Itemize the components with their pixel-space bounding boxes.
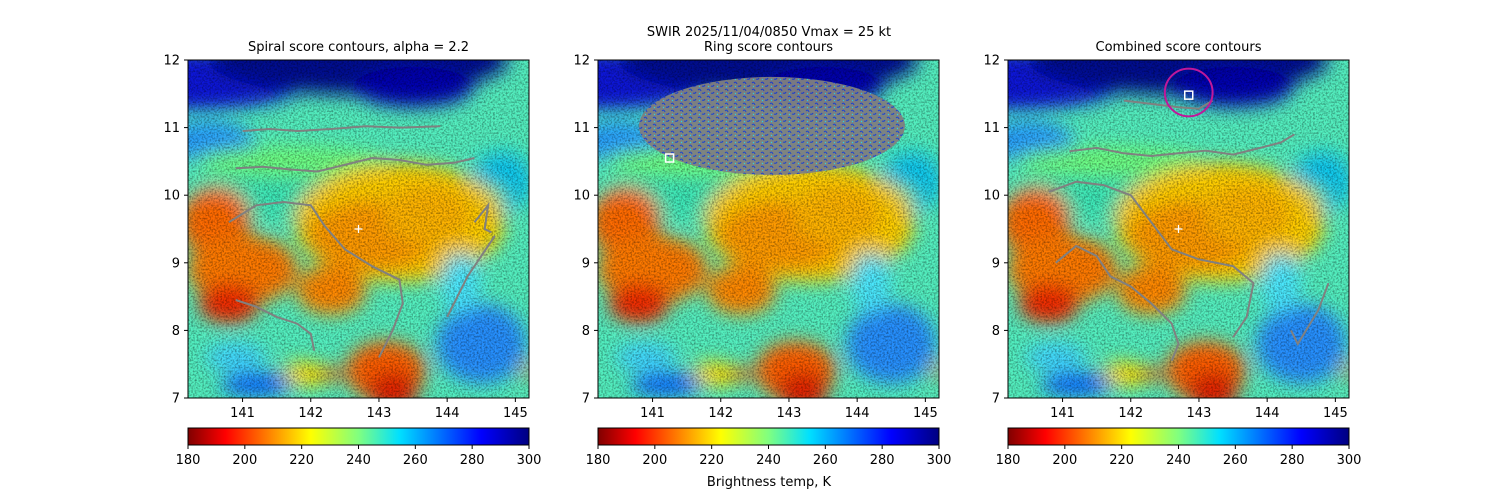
- colorbar-tick-label: 200: [1052, 453, 1077, 468]
- y-tick-label: 12: [163, 54, 180, 69]
- y-tick-label: 11: [573, 121, 590, 136]
- colorbar-tick-label: 200: [232, 453, 257, 468]
- axes-frame: [597, 59, 940, 399]
- y-tick-label: 9: [992, 256, 1000, 271]
- y-tick-label: 10: [983, 189, 1000, 204]
- colorbar-tick-label: 240: [756, 453, 781, 468]
- x-tick-label: 141: [230, 406, 255, 421]
- x-tick-label: 143: [367, 406, 392, 421]
- colorbar-tick-label: 220: [1109, 453, 1134, 468]
- x-tick-label: 144: [1255, 406, 1280, 421]
- x-tick-label: 142: [298, 406, 323, 421]
- center-plus-marker: [354, 225, 363, 233]
- contour-line-1: [235, 156, 475, 173]
- colorbar: [597, 427, 940, 446]
- x-tick-label: 144: [845, 406, 870, 421]
- colorbar: [1007, 427, 1350, 446]
- x-tick-label: 141: [640, 406, 665, 421]
- y-tick-label: 7: [992, 392, 1000, 407]
- y-tick-label: 11: [983, 121, 1000, 136]
- x-tick-label: 143: [1187, 406, 1212, 421]
- panel-title: Combined score contours: [1096, 40, 1262, 55]
- center-square-marker: [1183, 90, 1194, 100]
- ring-score-contours: [638, 76, 905, 175]
- colorbar-tick-label: 280: [1280, 453, 1305, 468]
- x-tick-label: 144: [435, 406, 460, 421]
- panel-spiral: Spiral score contours, alpha = 2.2 141 142…: [163, 40, 542, 468]
- colorbar-tick-label: 280: [870, 453, 895, 468]
- y-tick-label: 9: [582, 256, 590, 271]
- colorbar-tick-label: 220: [699, 453, 724, 468]
- y-tick-label: 8: [992, 324, 1000, 339]
- contour-line-4: [1290, 282, 1330, 346]
- center-plus-marker: [1174, 225, 1183, 233]
- x-tick-label: 143: [777, 406, 802, 421]
- x-tick-label: 145: [913, 406, 938, 421]
- contour-line-3: [235, 299, 316, 351]
- colorbar-tick-label: 260: [1223, 453, 1248, 468]
- satellite-image: [598, 60, 939, 398]
- colorbar-tick-label: 260: [403, 453, 428, 468]
- panel-title: Spiral score contours, alpha = 2.2: [248, 40, 469, 55]
- satellite-image: [188, 60, 529, 398]
- y-tick-label: 7: [172, 392, 180, 407]
- figure-suptitle: SWIR 2025/11/04/0850 Vmax = 25 kt: [647, 25, 891, 40]
- axes-frame: [187, 59, 530, 399]
- x-tick-label: 141: [1050, 406, 1075, 421]
- y-tick-label: 11: [163, 121, 180, 136]
- colorbar-tick-label: 220: [289, 453, 314, 468]
- center-square-marker: [664, 153, 675, 163]
- contour-line-0: [1123, 99, 1214, 110]
- colorbar-label: Brightness temp, K: [707, 475, 832, 490]
- colorbar-tick-label: 300: [927, 453, 952, 468]
- x-tick-label: 145: [1323, 406, 1348, 421]
- y-tick-label: 8: [172, 324, 180, 339]
- x-tick-label: 142: [708, 406, 733, 421]
- panel-combined: Combined score contours 141 142 143 144 145 7 8…: [983, 40, 1362, 468]
- colorbar-tick-label: 300: [517, 453, 542, 468]
- colorbar-tick-label: 180: [586, 453, 611, 468]
- y-tick-label: 10: [573, 189, 590, 204]
- satellite-image: [1008, 60, 1349, 398]
- contour-line-5: [473, 201, 492, 234]
- colorbar-tick-label: 280: [460, 453, 485, 468]
- colorbar-tick-label: 180: [176, 453, 201, 468]
- contour-line-1: [1069, 133, 1295, 158]
- panel-title: Ring score contours: [704, 40, 833, 55]
- y-tick-label: 7: [582, 392, 590, 407]
- y-tick-label: 8: [582, 324, 590, 339]
- axes-frame: [1007, 59, 1350, 399]
- contour-line-4: [446, 235, 496, 318]
- contour-line-0: [242, 125, 441, 133]
- contour-line-3: [1055, 244, 1180, 362]
- panel-ring: Ring score contours 141 142 143 144 145 7 8 9 10 1…: [573, 40, 952, 468]
- y-tick-label: 10: [163, 189, 180, 204]
- colorbar-tick-label: 240: [1166, 453, 1191, 468]
- colorbar-tick-label: 180: [996, 453, 1021, 468]
- center-circle: [1163, 67, 1214, 118]
- y-tick-label: 12: [573, 54, 590, 69]
- colorbar-tick-label: 200: [642, 453, 667, 468]
- colorbar: [187, 427, 530, 446]
- contour-line-2: [1048, 180, 1255, 338]
- y-tick-label: 9: [172, 256, 180, 271]
- contour-line-2: [228, 200, 404, 358]
- colorbar-tick-label: 300: [1337, 453, 1362, 468]
- colorbar-tick-label: 240: [346, 453, 371, 468]
- x-tick-label: 145: [503, 406, 528, 421]
- y-tick-label: 12: [983, 54, 1000, 69]
- x-tick-label: 142: [1118, 406, 1143, 421]
- colorbar-tick-label: 260: [813, 453, 838, 468]
